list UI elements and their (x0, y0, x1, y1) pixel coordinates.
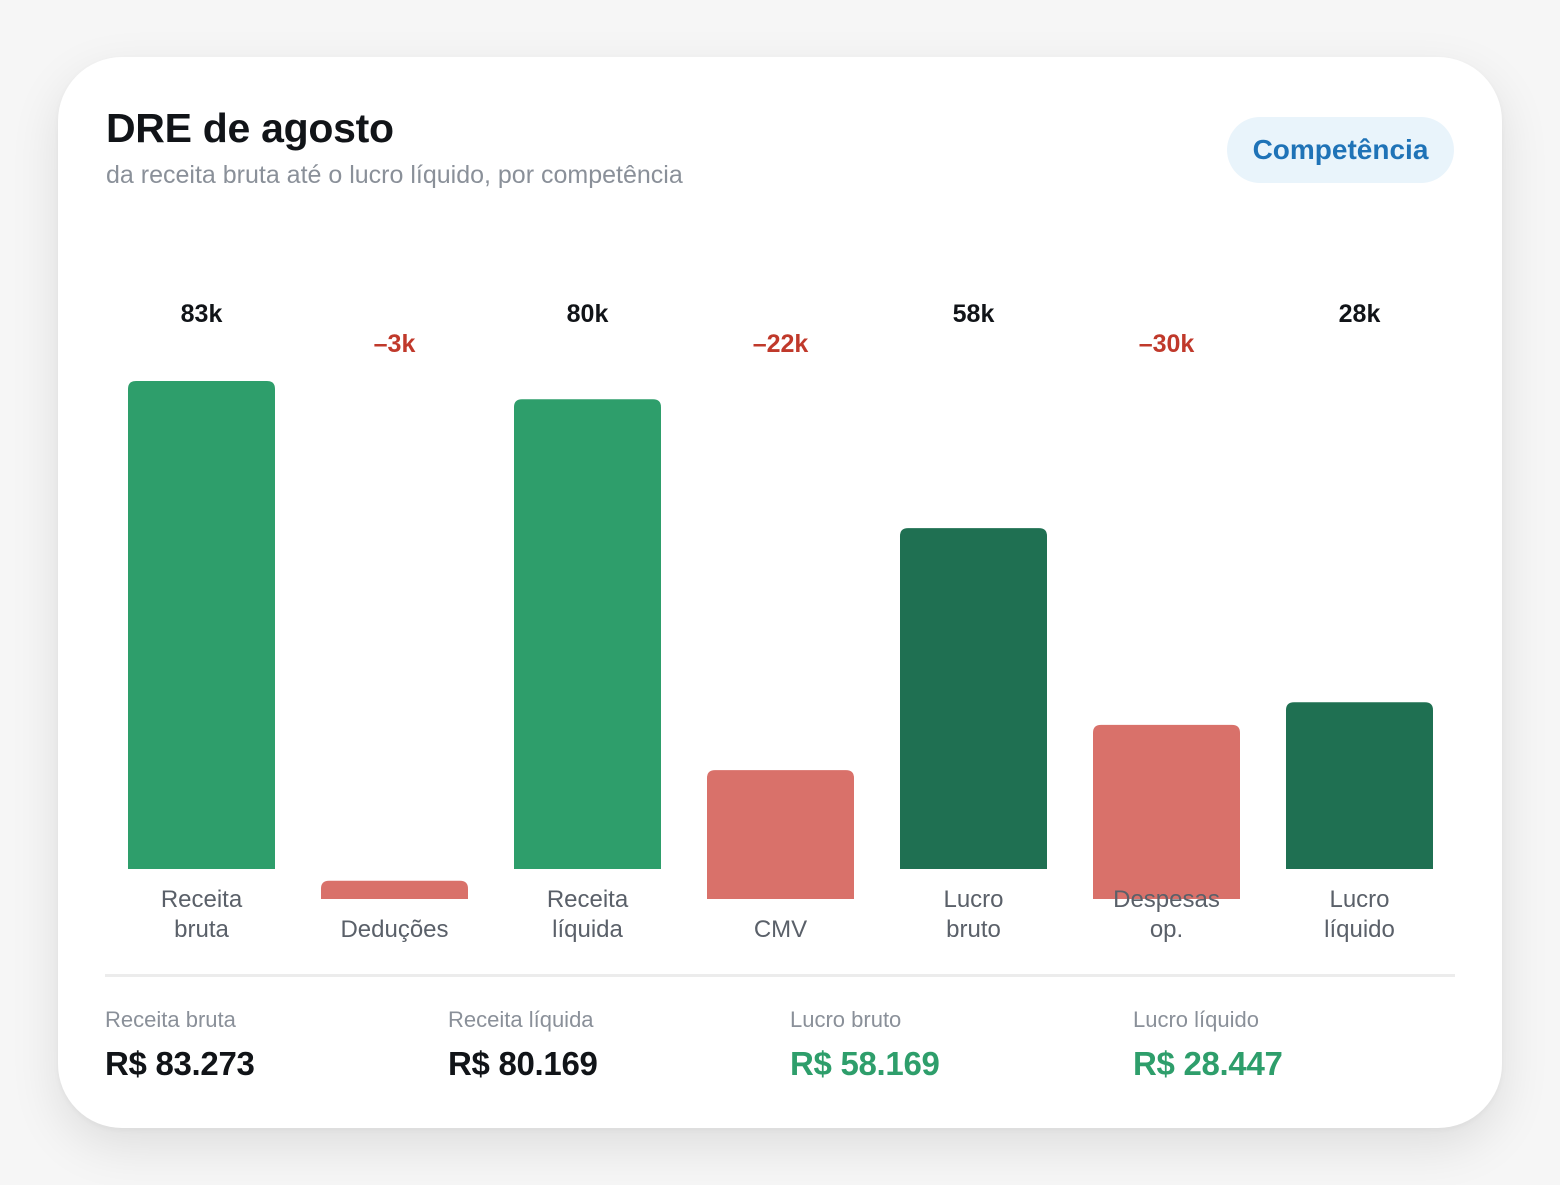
divider (105, 974, 1455, 977)
category-label: Lucro (1329, 886, 1389, 913)
category-label: Lucro (943, 886, 1003, 913)
bar-value-label: 58k (953, 300, 995, 328)
category-label: op. (1150, 916, 1183, 943)
dre-bar-chart: 83k Receita bruta –3k Deduções 80k Receita líqu… (128, 300, 1433, 943)
bar-value-label: –22k (753, 330, 809, 358)
summary-lucro-liquido: Lucro líquido R$ 28.447 (1133, 1007, 1463, 1083)
bar-6 (1286, 702, 1433, 869)
summary-receita-bruta: Receita bruta R$ 83.273 (105, 1007, 435, 1083)
summary-value: R$ 28.447 (1133, 1045, 1283, 1082)
category-label: líquido (1324, 916, 1395, 943)
category-label: líquida (552, 916, 623, 943)
bar-0 (128, 381, 275, 869)
category-label: CMV (754, 916, 807, 943)
category-label: bruto (946, 916, 1001, 943)
bar-value-label: 83k (181, 300, 223, 328)
summary-label: Lucro bruto (790, 1007, 902, 1032)
bar-1 (321, 880, 468, 899)
bar-4 (900, 528, 1047, 869)
bar-value-label: –30k (1139, 330, 1195, 358)
bar-2 (514, 399, 661, 869)
summary-label: Receita bruta (105, 1007, 236, 1032)
summary-value: R$ 83.273 (105, 1045, 255, 1082)
summary-label: Lucro líquido (1133, 1007, 1259, 1032)
category-label: Receita (161, 886, 243, 913)
summary-label: Receita líquida (448, 1007, 594, 1032)
summary-lucro-bruto: Lucro bruto R$ 58.169 (790, 1007, 1120, 1083)
dre-card: DRE de agosto da receita bruta até o luc… (58, 57, 1502, 1128)
bar-5 (1093, 724, 1240, 899)
bar-value-label: 28k (1339, 300, 1381, 328)
category-label: Deduções (340, 916, 448, 943)
competencia-toggle-button[interactable]: Competência (1227, 117, 1454, 183)
category-label: Despesas (1113, 886, 1220, 913)
page-title: DRE de agosto (106, 105, 394, 151)
bar-value-label: –3k (374, 330, 416, 358)
page-subtitle: da receita bruta até o lucro líquido, po… (106, 161, 683, 189)
summary-receita-liquida: Receita líquida R$ 80.169 (448, 1007, 778, 1083)
bar-3 (707, 770, 854, 899)
summary-value: R$ 80.169 (448, 1045, 598, 1082)
bar-value-label: 80k (567, 300, 609, 328)
category-label: bruta (174, 916, 229, 943)
summary-value: R$ 58.169 (790, 1045, 940, 1082)
category-label: Receita (547, 886, 629, 913)
